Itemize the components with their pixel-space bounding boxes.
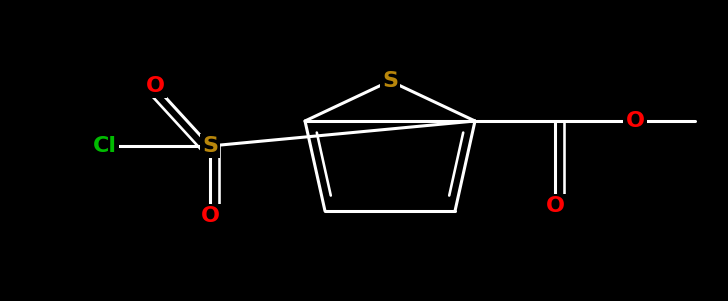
Text: S: S	[382, 71, 398, 91]
Text: O: O	[545, 196, 564, 216]
Text: Cl: Cl	[93, 136, 117, 156]
Text: O: O	[625, 111, 644, 131]
Text: O: O	[146, 76, 165, 96]
Text: O: O	[200, 206, 220, 226]
Text: S: S	[202, 136, 218, 156]
